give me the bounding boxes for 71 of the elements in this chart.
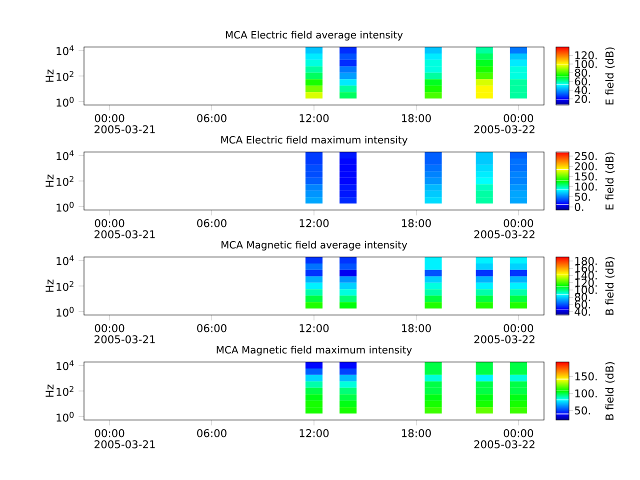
chart-title: MCA Magnetic field average intensity [222, 240, 408, 251]
text: 2005-03-22 [474, 125, 534, 134]
x-tick-label: 06:00 [197, 114, 226, 122]
x-tick-label: 12:00 [300, 324, 329, 332]
text: 2005-03-22 [474, 440, 534, 448]
x-tick-label: 00:00 [94, 429, 124, 438]
color-bar-label: 200. [574, 162, 597, 170]
color-bar-label: 120. [575, 278, 597, 287]
color-bar-label: 40. [574, 308, 590, 316]
x-tick-label: 00:00 [504, 429, 534, 438]
x-tick-label: 00:00 [504, 324, 534, 332]
color-bar-label: 20. [574, 94, 590, 103]
x-tick-label: 18:00 [402, 219, 431, 228]
y-tick-label: 10$^{0}$ [56, 412, 74, 422]
x-tick-label: 18:00 [402, 114, 431, 122]
color-bar-label: 80. [574, 293, 590, 302]
x-tick-label: 00:00 [504, 219, 534, 228]
text: 2005-03-21 [94, 440, 155, 448]
text: 2005-03-21 [94, 125, 155, 134]
x-tick-label: 18:00 [402, 429, 431, 438]
x-tick-label: 18:00 [402, 324, 431, 332]
chart-title: MCA Electric field maximum intensity [221, 136, 408, 146]
y-axis-title: Hz [46, 70, 54, 82]
y-tick-label: 10$^{4}$ [56, 255, 74, 266]
text: 2005-03-22 [474, 230, 534, 238]
color-bar-label: 0. [574, 202, 584, 211]
color-bar-label: 50. [574, 192, 590, 201]
color-bar-label: 150. [575, 372, 597, 380]
color-bar-title: E field (dB) [605, 152, 615, 210]
text: 2005-03-21 [94, 335, 155, 344]
y-tick-label: 10$^{2}$ [56, 281, 74, 291]
x-tick-label: 12:00 [300, 429, 329, 438]
color-bar-label: 40. [574, 86, 590, 94]
color-bar-label: 80. [574, 68, 590, 77]
x-tick-label: 06:00 [197, 219, 226, 228]
x-tick-label: 00:00 [94, 324, 124, 332]
color-bar-label: 120. [575, 51, 597, 60]
y-tick-label: 10$^{4}$ [56, 150, 74, 160]
color-bar-title: B field (dB) [605, 362, 615, 420]
y-axis-title: Hz [46, 384, 54, 397]
color-bar-label: 100. [575, 389, 597, 398]
color-bar-title: E field (dB) [605, 47, 615, 104]
x-tick-label: 00:00 [94, 219, 124, 228]
y-tick-label: 10$^{0}$ [56, 96, 74, 107]
x-tick-label: 00:00 [504, 114, 534, 122]
y-tick-label: 10$^{0}$ [56, 202, 74, 212]
chart-title: MCA Electric field average intensity [226, 30, 403, 41]
x-tick-label: 12:00 [300, 114, 329, 122]
x-tick-label: 06:00 [197, 324, 226, 332]
y-tick-label: 10$^{2}$ [56, 71, 74, 81]
color-bar-label: 100. [575, 60, 597, 68]
x-tick-label: 00:00 [94, 114, 124, 122]
color-bar-label: 250. [574, 152, 597, 160]
color-bar-label: 50. [574, 406, 590, 414]
x-tick-label: 06:00 [197, 429, 226, 438]
color-bar-label: 160. [575, 264, 597, 272]
y-axis-title: Hz [46, 174, 54, 187]
text: 2005-03-21 [94, 230, 155, 238]
color-bar-title: B field (dB) [605, 257, 615, 315]
y-tick-label: 10$^{4}$ [56, 360, 74, 370]
chart-title: MCA Magnetic field maximum intensity [216, 346, 412, 356]
y-tick-label: 10$^{0}$ [56, 306, 74, 317]
color-bar-label: 60. [574, 77, 590, 86]
y-axis-title: Hz [46, 280, 54, 292]
x-tick-label: 12:00 [300, 219, 329, 228]
y-tick-label: 10$^{2}$ [56, 386, 74, 396]
y-tick-label: 10$^{4}$ [56, 45, 74, 56]
y-tick-label: 10$^{2}$ [56, 176, 74, 186]
color-bar-label: 100. [575, 182, 597, 191]
color-bar-label: 150. [575, 172, 597, 180]
text: 2005-03-22 [474, 335, 534, 344]
